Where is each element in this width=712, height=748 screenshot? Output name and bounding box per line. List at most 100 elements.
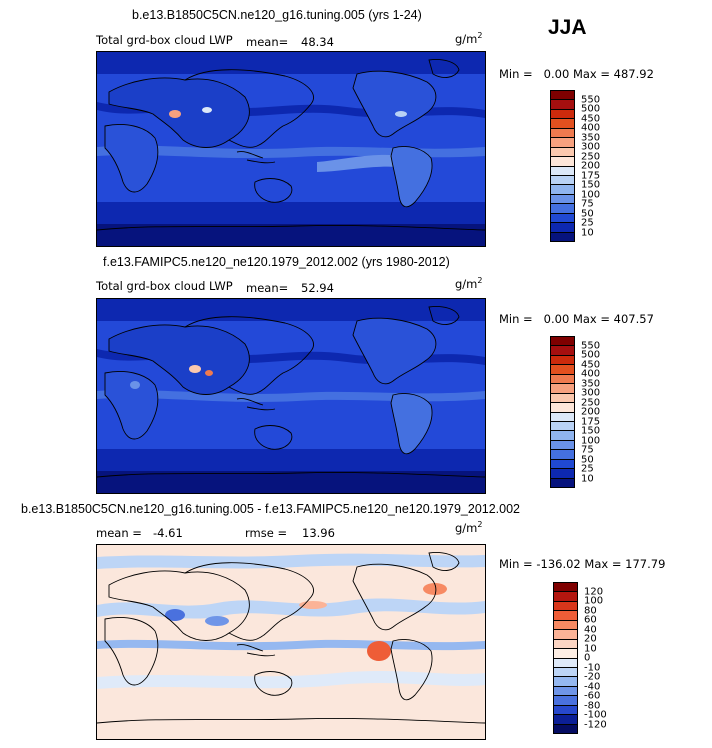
polar-band-north (97, 52, 485, 74)
colorbar-swatch (554, 601, 577, 612)
antarctic-band (97, 224, 485, 246)
colorbar-tick-label: 10 (584, 643, 597, 654)
south-america-outline (390, 393, 433, 455)
colorbar-swatch (551, 175, 574, 186)
colorbar-swatch (554, 583, 577, 593)
maritime-continent-outline (236, 151, 276, 164)
colorbar-tick-label: 450 (581, 359, 601, 370)
colorbar-tick-label: 10 (581, 227, 594, 238)
colorbar-swatch (554, 649, 577, 659)
colorbar-tick-label: 450 (581, 113, 601, 124)
colorbar-tick-label: 60 (584, 614, 597, 626)
greenland-outline (428, 59, 460, 78)
colorbar-swatch (551, 365, 574, 375)
min-label: Min = (499, 557, 533, 571)
colorbar-tick-label: 250 (581, 397, 601, 408)
negative-anomaly-spot (165, 609, 185, 621)
panel-1-colorbar (550, 90, 575, 242)
polar-band-north (97, 299, 485, 321)
colorbar-swatch (551, 478, 574, 487)
colorbar-swatch (551, 119, 574, 129)
colorbar-swatch (551, 412, 574, 422)
colorbar-swatch (554, 705, 577, 716)
africa-outline (104, 124, 159, 193)
colorbar-swatch (551, 91, 574, 101)
maritime-continent-outline (236, 398, 276, 411)
panel-2-mean-value: 52.94 (301, 281, 334, 295)
colorbar-swatch (551, 403, 574, 413)
max-value: 177.79 (625, 557, 666, 571)
colorbar-tick-label: 350 (581, 378, 601, 389)
eurasia-east-outline (184, 316, 314, 395)
colorbar-swatch (551, 393, 574, 404)
colorbar-tick-label: 400 (581, 122, 601, 134)
panel-3-colorbar (553, 582, 578, 734)
colorbar-swatch (554, 686, 577, 697)
colorbar-tick-label: 80 (584, 605, 597, 616)
australia-outline (254, 671, 293, 696)
colorbar-tick-label: 50 (581, 454, 594, 465)
colorbar-tick-label: 75 (581, 444, 594, 456)
africa-outline (104, 371, 159, 440)
colorbar-tick-label: 50 (581, 208, 594, 219)
colorbar-swatch (554, 592, 577, 602)
colorbar-swatch (551, 337, 574, 347)
colorbar-tick-label: 40 (584, 624, 597, 635)
colorbar-swatch (551, 138, 574, 148)
panel-2-map-svg (97, 299, 485, 493)
colorbar-swatch (554, 658, 577, 668)
max-label: Max = (572, 312, 611, 326)
antarctica-outline (97, 225, 485, 231)
panel-3-rmse-label: rmse = (245, 526, 288, 540)
colorbar-tick-label: 300 (581, 387, 601, 399)
colorbar-tick-label: 100 (584, 595, 604, 607)
panel-3-mean-value: -4.61 (153, 526, 183, 540)
colorbar-swatch (551, 100, 574, 110)
negative-anomaly-spot (205, 616, 229, 626)
colorbar-swatch (551, 213, 574, 224)
colorbar-swatch (554, 677, 577, 687)
colorbar-tick-label: 25 (581, 217, 594, 229)
colorbar-swatch (551, 166, 574, 176)
panel-3-units: g/m2 (455, 520, 482, 535)
panel-3-title: b.e13.B1850C5CN.ne120_g16.tuning.005 - f… (21, 502, 521, 516)
high-lwp-spot (130, 381, 140, 389)
panel-1-map-svg (97, 52, 485, 246)
colorbar-swatch (554, 611, 577, 621)
colorbar-swatch (554, 715, 577, 725)
colorbar-swatch (551, 147, 574, 158)
colorbar-tick-label: -10 (584, 662, 601, 673)
colorbar-tick-label: -80 (584, 700, 601, 711)
min-value: -136.02 (536, 557, 581, 571)
colorbar-tick-label: -20 (584, 671, 601, 683)
colorbar-swatch (551, 469, 574, 479)
northern-anomaly-band (97, 553, 485, 569)
max-value: 487.92 (613, 67, 654, 81)
max-label: Max = (584, 557, 622, 571)
itcz-anomaly-band (97, 639, 485, 651)
panel-3-rmse-value: 13.96 (302, 526, 335, 540)
units-base: g/m (455, 276, 478, 291)
colorbar-tick-label: 250 (581, 151, 601, 162)
colorbar-tick-label: -100 (584, 709, 607, 721)
panel-1-mean-value: 48.34 (301, 35, 334, 49)
colorbar-tick-label: 175 (581, 416, 601, 427)
panel-2-colorbar-labels: 550 500 450 400 350 300 250 200 175 150 100 75 50 25 1… (581, 336, 621, 488)
units-base: g/m (455, 520, 478, 535)
colorbar-tick-label: 550 (581, 340, 601, 351)
colorbar-tick-label: 175 (581, 170, 601, 181)
panel-3-colorbar-labels: 120 100 80 60 40 20 10 0 -10 -20 -40 -60 -80 -100 -120 (584, 582, 624, 734)
panel-2-title: f.e13.FAMIPC5.ne120_ne120.1979_2012.002 … (103, 255, 450, 269)
colorbar-tick-label: -120 (584, 719, 607, 730)
units-exp: 2 (477, 276, 483, 285)
colorbar-tick-label: 20 (584, 633, 597, 645)
colorbar-tick-label: -40 (584, 681, 601, 692)
colorbar-swatch (554, 724, 577, 733)
australia-outline (254, 425, 293, 450)
panel-1-variable: Total grd-box cloud LWP (96, 33, 233, 47)
greenland-outline (428, 306, 460, 325)
colorbar-swatch (551, 109, 574, 120)
panel-1-title: b.e13.B1850C5CN.ne120_g16.tuning.005 (yr… (132, 8, 422, 22)
panel-3-map-svg (97, 552, 485, 724)
australia-outline (254, 178, 293, 203)
